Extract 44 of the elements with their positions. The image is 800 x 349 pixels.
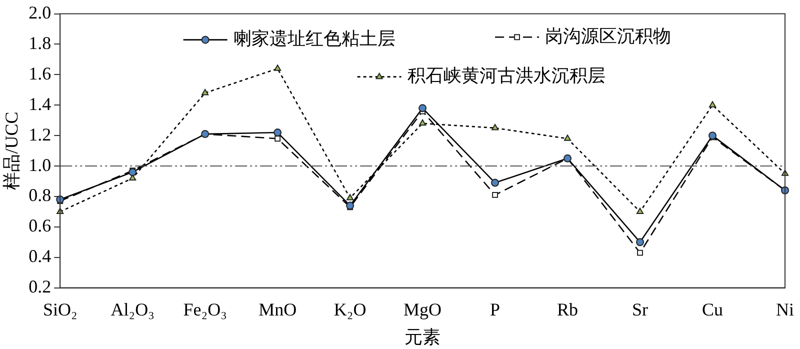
point (346, 202, 354, 210)
x-tick-label: Al₂O₃ (110, 299, 154, 320)
x-tick-label: P (490, 299, 500, 320)
x-tick-label: K₂O (334, 299, 366, 320)
point (274, 128, 282, 137)
point (637, 250, 643, 256)
x-tick-label: Cu (702, 299, 724, 320)
y-tick-label: 2.0 (28, 2, 52, 23)
legend-label: 喇家遗址红色粘土层 (233, 28, 396, 49)
x-tick-label: Sr (632, 299, 648, 320)
x-tick-label: MgO (404, 299, 442, 320)
point (492, 192, 498, 198)
y-tick-label: 1.8 (28, 32, 52, 53)
y-tick-label: 1.2 (28, 124, 52, 144)
x-tick-label: Ni (776, 299, 794, 320)
x-axis-title: 元素 (404, 326, 441, 347)
point (564, 134, 572, 141)
point (419, 119, 426, 126)
point (708, 132, 717, 140)
point (128, 168, 137, 176)
y-tick-label: 1.6 (28, 63, 52, 84)
y-tick-label: 0.2 (28, 276, 52, 297)
y-tick-label: 0.8 (28, 185, 52, 206)
point (636, 238, 644, 246)
point (274, 64, 282, 71)
y-axis-title: 样品/UCC (2, 112, 22, 190)
y-tick-label: 1.0 (28, 154, 52, 175)
x-tick-label: SiO₂ (42, 299, 78, 320)
x-tick-label: MnO (258, 299, 297, 320)
y-tick-label: 0.4 (28, 246, 52, 266)
point (346, 194, 354, 200)
point (418, 104, 427, 112)
x-tick-label: Fe₂O₃ (183, 299, 227, 320)
legend-label: 积石峡黄河古洪水沉积层 (407, 66, 606, 86)
x-tick-label: Rb (557, 299, 578, 320)
point (708, 101, 716, 108)
point (492, 124, 499, 130)
point (636, 208, 644, 214)
point (202, 88, 209, 96)
y-tick-label: 1.4 (28, 94, 52, 114)
y-tick-label: 0.6 (28, 216, 52, 236)
point (274, 136, 281, 142)
point (491, 178, 500, 187)
legend-label: 岗沟源区沉积物 (545, 26, 672, 46)
